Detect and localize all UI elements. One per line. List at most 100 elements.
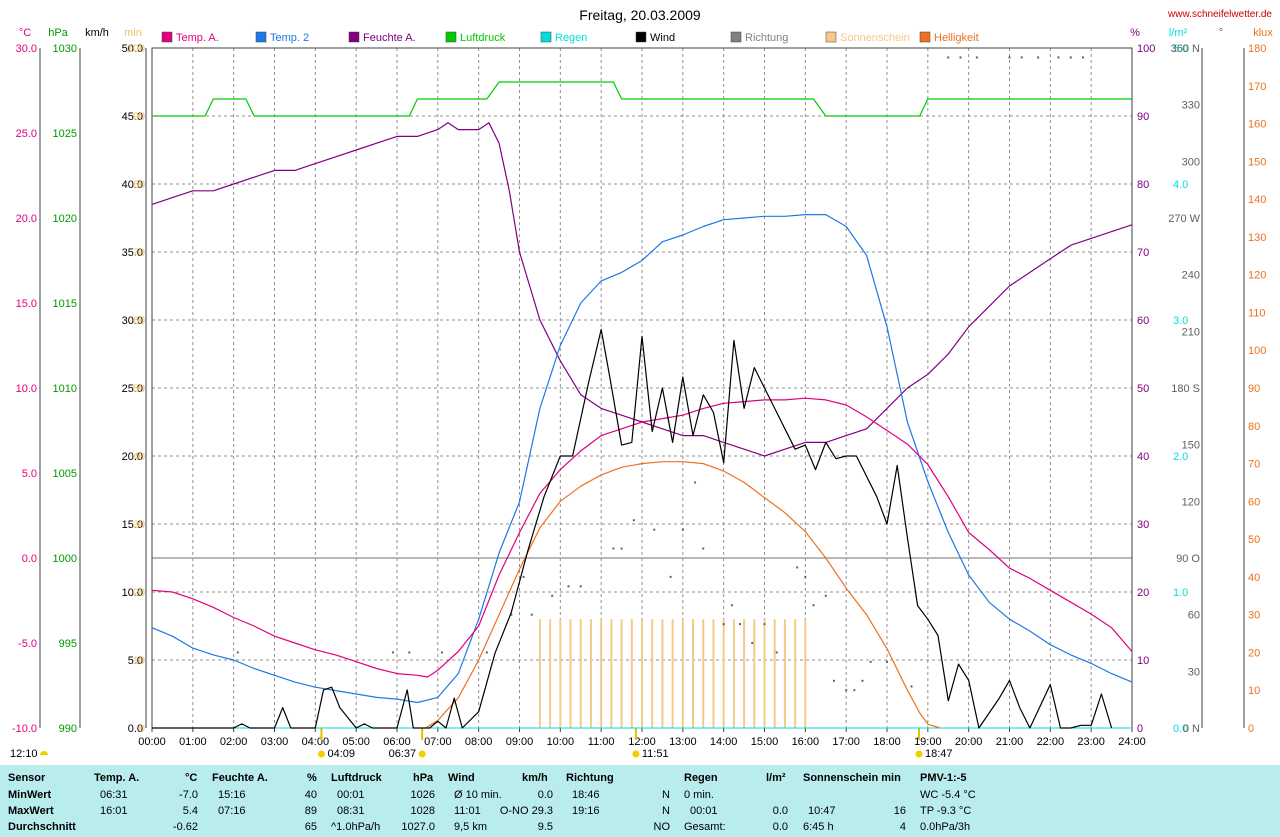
axis-tick-pct: 0 bbox=[1137, 723, 1143, 735]
direction-point bbox=[551, 594, 554, 597]
stats-header-regen-unit: l/m² bbox=[766, 772, 786, 784]
stats-header-sonne: Sonnenschein min bbox=[803, 772, 901, 784]
direction-point bbox=[959, 56, 962, 59]
temp-a-line bbox=[151, 397, 1133, 678]
axis-tick-klux: 130 bbox=[1248, 232, 1266, 244]
axis-tick-time: 19:00 bbox=[914, 736, 942, 748]
legend-label: Helligkeit bbox=[934, 32, 979, 44]
axis-unit-hpa: hPa bbox=[48, 27, 68, 39]
axis-tick-hpa: 1020 bbox=[53, 213, 77, 225]
legend-swatch bbox=[919, 31, 931, 43]
stats-cell: 11:01 bbox=[454, 805, 481, 817]
axis-tick-time: 00:00 bbox=[138, 736, 166, 748]
stats-header-luftdruck: Luftdruck bbox=[331, 772, 382, 784]
axis-tick-pct: 40 bbox=[1137, 451, 1149, 463]
axis-tick-time: 11:00 bbox=[588, 736, 615, 748]
axis-tick-deg: 270 W bbox=[1168, 213, 1200, 225]
direction-point bbox=[579, 585, 582, 588]
axis-tick-kmh: 45.0 bbox=[122, 111, 143, 123]
axis-tick-time: 09:00 bbox=[506, 736, 534, 748]
direction-point bbox=[391, 651, 394, 654]
axis-tick-time: 01:00 bbox=[179, 736, 207, 748]
axis-tick-deg: 240 bbox=[1182, 270, 1200, 282]
axis-tick-hpa: 1015 bbox=[53, 298, 77, 310]
stats-cell-pmv: WC -5.4 °C bbox=[920, 789, 976, 801]
direction-point bbox=[804, 575, 807, 578]
axis-tick-time: 13:00 bbox=[669, 736, 697, 748]
axis-tick-deg: 30 bbox=[1188, 666, 1200, 678]
axis-tick-kmh: 10.0 bbox=[122, 587, 143, 599]
noon-marker-icon bbox=[632, 750, 640, 758]
axis-tick-time: 10:00 bbox=[547, 736, 575, 748]
direction-point bbox=[853, 689, 856, 692]
stats-cell: 1028 bbox=[410, 805, 435, 817]
stats-cell: 07:16 bbox=[218, 805, 246, 817]
stats-cell: 6:45 h bbox=[803, 821, 834, 833]
legend-swatch bbox=[540, 31, 552, 43]
axis-tick-time: 18:00 bbox=[873, 736, 901, 748]
axis-tick-pct: 10 bbox=[1137, 655, 1149, 667]
wind-line bbox=[152, 328, 1113, 729]
site-url: www.schneifelwetter.de bbox=[1167, 9, 1272, 20]
helligkeit-line bbox=[425, 461, 941, 729]
axis-tick-lm2: 4.0 bbox=[1173, 179, 1188, 191]
axis-tick-klux: 70 bbox=[1248, 459, 1260, 471]
stats-cell: 0.0 bbox=[772, 821, 788, 833]
noon-marker-label: 11:51 bbox=[642, 748, 669, 760]
sunset-marker-icon bbox=[915, 750, 923, 758]
legend-swatch bbox=[635, 31, 647, 43]
direction-point bbox=[440, 651, 443, 654]
stats-cell: 5.4 bbox=[182, 805, 198, 817]
stats-header-temp-unit: °C bbox=[185, 772, 198, 784]
axis-tick-pct: 70 bbox=[1137, 247, 1149, 259]
stats-cell: N bbox=[662, 789, 670, 801]
axis-tick-min: 60 bbox=[133, 315, 145, 327]
stats-cell: 65 bbox=[304, 821, 317, 833]
stats-cell: 15:16 bbox=[218, 789, 246, 801]
axis-tick-lm2: 2.0 bbox=[1173, 451, 1188, 463]
axis-tick-klux: 160 bbox=[1248, 119, 1266, 131]
axis-tick-temp: 30.0 bbox=[16, 43, 37, 55]
axis-tick-kmh: 25.0 bbox=[122, 383, 143, 395]
axis-tick-temp: 0.0 bbox=[22, 553, 37, 565]
moonrise-marker-label: 04:09 bbox=[327, 748, 355, 760]
axis-tick-time: 16:00 bbox=[792, 736, 820, 748]
direction-point bbox=[530, 613, 533, 616]
axis-tick-time: 08:00 bbox=[465, 736, 493, 748]
axis-tick-pct: 50 bbox=[1137, 383, 1149, 395]
direction-point bbox=[653, 528, 656, 531]
direction-point bbox=[485, 651, 488, 654]
axis-tick-klux: 140 bbox=[1248, 194, 1266, 206]
legend-label: Temp. 2 bbox=[270, 32, 309, 44]
direction-point bbox=[796, 566, 799, 569]
axis-tick-deg: 0 N bbox=[1183, 723, 1200, 735]
axis-tick-deg: 120 bbox=[1182, 496, 1200, 508]
direction-point bbox=[408, 651, 411, 654]
axis-tick-time: 20:00 bbox=[955, 736, 983, 748]
axis-tick-min: 100 bbox=[127, 43, 145, 55]
direction-point bbox=[730, 604, 733, 607]
stats-cell: 0.0 bbox=[772, 805, 788, 817]
stats-cell: 9,5 km bbox=[454, 821, 488, 833]
stats-cell: Ø 10 min. bbox=[454, 789, 502, 801]
axis-unit-min: min bbox=[124, 27, 142, 39]
axis-unit-kmh: km/h bbox=[85, 27, 109, 39]
axis-tick-klux: 60 bbox=[1248, 496, 1260, 508]
stats-header-pmv: PMV-1:-5 bbox=[920, 772, 967, 784]
axis-tick-kmh: 30.0 bbox=[122, 315, 143, 327]
moonrise-marker-icon bbox=[317, 750, 325, 758]
stats-header-richtung: Richtung bbox=[566, 772, 614, 784]
axis-tick-hpa: 1030 bbox=[53, 43, 77, 55]
direction-point bbox=[751, 642, 754, 644]
stats-cell: 89 bbox=[304, 805, 317, 817]
axis-tick-time: 07:00 bbox=[424, 736, 452, 748]
stats-header-sensor: Sensor bbox=[8, 772, 46, 784]
axis-tick-deg: 330 bbox=[1182, 100, 1200, 112]
stats-header-wind: Wind bbox=[448, 772, 475, 784]
axis-tick-lm2: 3.0 bbox=[1173, 315, 1188, 327]
stats-cell: N bbox=[662, 805, 670, 817]
legend-swatch bbox=[825, 31, 837, 43]
stats-cell: 19:16 bbox=[572, 805, 600, 817]
axis-tick-time: 15:00 bbox=[751, 736, 779, 748]
legend-label: Sonnenschein bbox=[840, 32, 910, 44]
